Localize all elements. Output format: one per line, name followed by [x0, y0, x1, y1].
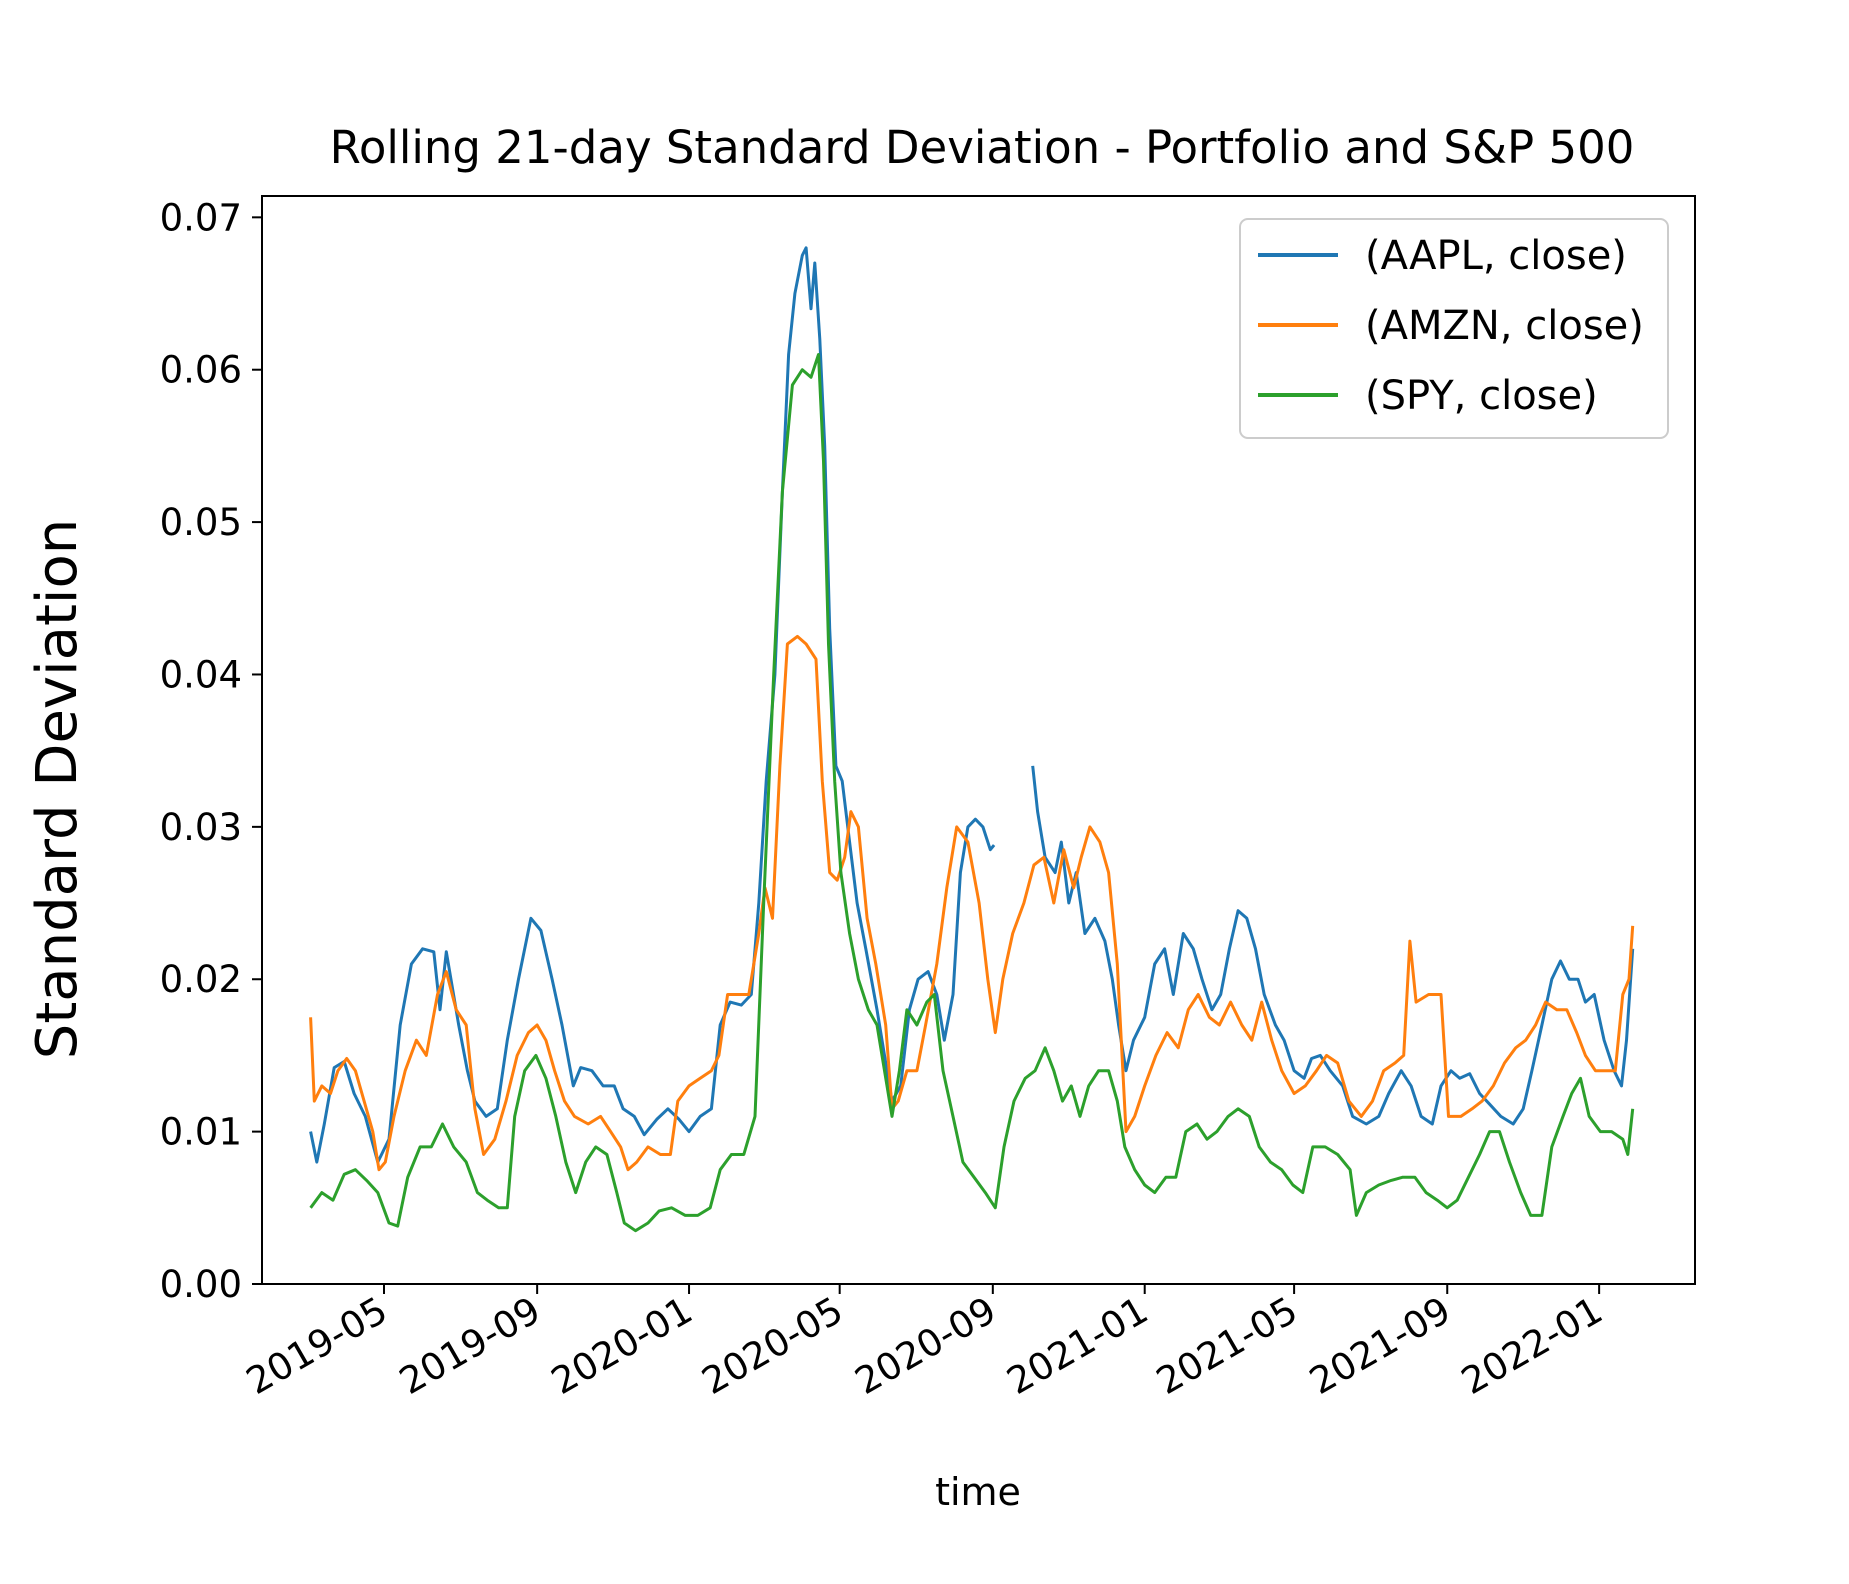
plot-frame	[261, 195, 1696, 1285]
legend-label: (AMZN, close)	[1365, 303, 1644, 349]
plot-lines	[309, 246, 1635, 1233]
legend-box	[1239, 218, 1669, 439]
y-tick-label: 0.02	[160, 958, 242, 1001]
y-tick-label: 0.06	[160, 349, 242, 392]
y-tick-label: 0.07	[160, 196, 242, 239]
y-tick-label: 0.05	[160, 501, 242, 544]
y-tick-label: 0.00	[160, 1263, 242, 1306]
y-tick-label: 0.01	[160, 1111, 242, 1154]
y-tick-label: 0.03	[160, 806, 242, 849]
chart-title: Rolling 21-day Standard Deviation - Port…	[330, 121, 1635, 174]
legend-label: (SPY, close)	[1365, 373, 1598, 419]
y-tick-label: 0.04	[160, 653, 242, 696]
series-line-spy-close-3	[309, 353, 1635, 1233]
x-axis-label: time	[935, 1470, 1021, 1514]
legend: (AAPL, close) (AMZN, close) (SPY, close)	[1239, 218, 1669, 439]
y-axis: 0.00 0.01 0.02 0.03 0.04 0.05 0.06 0.07	[160, 196, 262, 1306]
series-line-aapl-close-1	[1031, 765, 1635, 1126]
legend-label: (AAPL, close)	[1365, 233, 1627, 279]
y-axis-label: Standard Deviation	[25, 519, 90, 1059]
series-line-amzn-close-2	[309, 634, 1635, 1172]
